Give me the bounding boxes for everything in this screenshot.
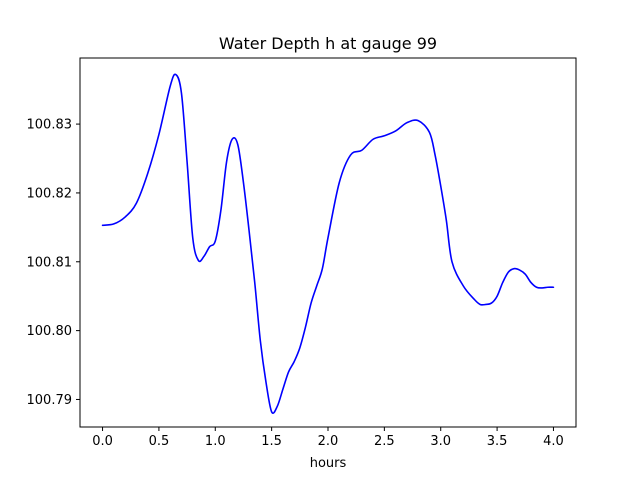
x-axis: 0.0 0.5 1.0 1.5 2.0 2.5 3.0 3.5 4.0	[92, 427, 564, 449]
x-tick-label: 3.0	[430, 434, 451, 449]
y-tick-label: 100.83	[27, 118, 73, 133]
plot-area	[101, 73, 555, 415]
x-tick-label: 4.0	[543, 434, 564, 449]
x-tick-label: 0.0	[92, 434, 113, 449]
y-tick-label: 100.81	[27, 255, 73, 270]
x-tick-label: 1.5	[261, 434, 282, 449]
y-tick-label: 100.79	[27, 393, 73, 408]
y-tick-label: 100.80	[27, 324, 73, 339]
x-tick-label: 3.5	[487, 434, 508, 449]
y-axis: 100.79 100.80 100.81 100.82 100.83	[27, 118, 80, 408]
x-tick-label: 1.0	[205, 434, 226, 449]
chart-title: Water Depth h at gauge 99	[219, 34, 437, 53]
series-line-0	[101, 73, 555, 415]
x-tick-label: 2.5	[374, 434, 395, 449]
x-tick-label: 0.5	[149, 434, 170, 449]
y-tick-label: 100.82	[27, 186, 73, 201]
x-tick-label: 2.0	[318, 434, 339, 449]
x-axis-label: hours	[310, 456, 347, 471]
